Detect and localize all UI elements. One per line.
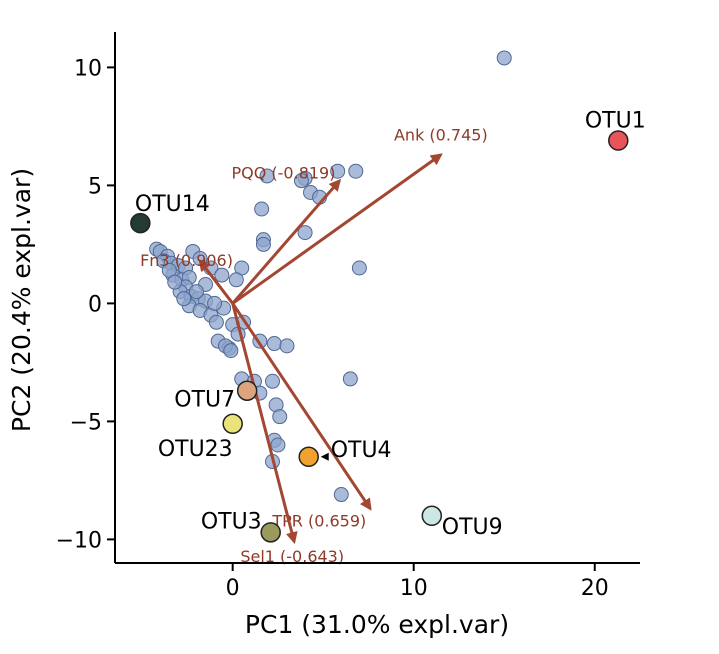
loading-vector-label: Fn3 (0.906) xyxy=(140,251,233,270)
otu-point-otu23 xyxy=(222,413,243,435)
y-tick-label-1: −5 xyxy=(70,410,102,435)
data-point xyxy=(265,373,280,389)
data-point xyxy=(270,437,286,453)
data-point xyxy=(228,272,244,288)
data-point xyxy=(214,267,230,283)
loading-vectors-layer: Ank (0.745) PQQ (-0.819) Fn3 (0.906) TPR (0… xyxy=(140,126,488,566)
data-point xyxy=(348,163,364,179)
y-tick-label-2: 0 xyxy=(88,292,102,317)
otu-point-otu4 xyxy=(298,446,319,468)
x-tick-label-0: 0 xyxy=(226,576,240,601)
loading-vector-label: Ank (0.745) xyxy=(394,126,488,145)
axes-layer: 0 10 20 −10 −5 0 5 10 xyxy=(56,32,640,601)
otu-label-otu4: OTU4 xyxy=(331,438,392,463)
otu4-pointer xyxy=(320,452,329,461)
otu-point-otu3 xyxy=(260,522,281,543)
data-point xyxy=(351,260,367,276)
data-point xyxy=(167,274,183,290)
data-point xyxy=(333,487,349,503)
data-point xyxy=(255,236,271,252)
loading-vector xyxy=(231,302,372,511)
otu-label-otu9: OTU9 xyxy=(442,515,503,540)
data-point xyxy=(176,291,192,307)
otu-label-otu7: OTU7 xyxy=(174,388,235,413)
loading-vector xyxy=(231,303,298,545)
otu-label-otu3: OTU3 xyxy=(201,509,262,534)
otu-point-otu1 xyxy=(608,130,629,151)
data-point xyxy=(330,163,346,179)
otu-label-otu23: OTU23 xyxy=(158,437,233,462)
data-point xyxy=(223,343,239,359)
data-point xyxy=(208,314,224,330)
data-point xyxy=(254,201,270,217)
y-tick-label-4: 10 xyxy=(74,56,102,81)
data-point xyxy=(496,50,512,66)
loading-vector xyxy=(231,153,443,305)
y-tick-label-3: 5 xyxy=(88,174,102,199)
data-point xyxy=(207,295,223,311)
data-point xyxy=(342,371,358,387)
data-point xyxy=(272,409,288,425)
otu-label-otu14: OTU14 xyxy=(135,192,210,217)
loading-vector-label: Sel1 (-0.643) xyxy=(240,547,344,566)
data-point xyxy=(297,225,313,241)
loading-vector-label: PQQ (-0.819) xyxy=(231,164,335,183)
data-point xyxy=(259,168,275,184)
loading-vector xyxy=(198,259,234,305)
otu-point-otu9 xyxy=(421,505,443,527)
data-point xyxy=(293,173,309,189)
otu-points-layer: OTU1 OTU14 OTU7 OTU23 OTU4 OTU3 OTU9 xyxy=(130,109,646,543)
x-tick-label-1: 10 xyxy=(400,576,428,601)
data-point xyxy=(279,338,295,354)
data-point xyxy=(266,336,282,352)
otu-point-otu14 xyxy=(130,212,151,234)
background-points-layer xyxy=(149,50,512,503)
y-tick-label-0: −10 xyxy=(56,528,102,553)
y-axis-title: PC2 (20.4% expl.var) xyxy=(7,168,36,432)
loading-vector-label: TPR (0.659) xyxy=(271,512,366,531)
otu-point-otu7 xyxy=(236,380,258,401)
x-tick-label-2: 20 xyxy=(581,576,609,601)
x-axis-title: PC1 (31.0% expl.var) xyxy=(245,610,509,639)
data-point xyxy=(188,284,204,300)
loading-vector xyxy=(231,178,342,305)
otu-label-otu1: OTU1 xyxy=(585,109,646,134)
